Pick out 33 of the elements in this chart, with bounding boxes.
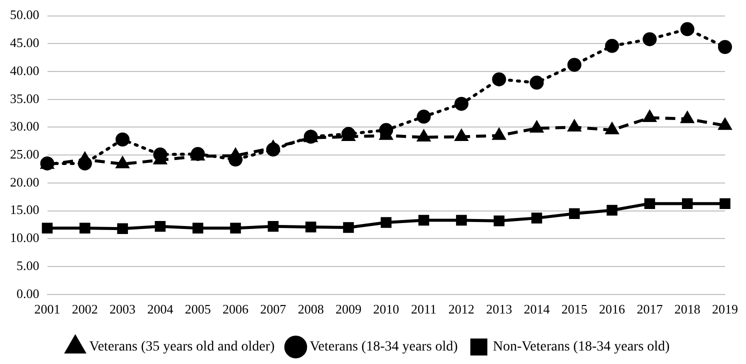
y-tick-label: 45.00 <box>10 35 40 50</box>
x-tick-label: 2003 <box>110 302 136 317</box>
y-tick-label: 0.00 <box>16 286 40 301</box>
x-tick-label: 2015 <box>561 302 588 317</box>
legend-label: Veterans (18-34 years old) <box>310 340 458 355</box>
x-tick-label: 2014 <box>524 302 550 317</box>
x-tick-label: 2018 <box>674 302 700 317</box>
x-tick-label: 2011 <box>411 302 437 317</box>
legend-label: Non-Veterans (18-34 years old) <box>492 340 670 355</box>
x-tick-label: 2008 <box>298 302 324 317</box>
x-tick-label: 2001 <box>34 302 60 317</box>
y-tick-label: 50.00 <box>10 7 40 22</box>
x-tick-label: 2017 <box>636 302 664 317</box>
y-tick-label: 10.00 <box>10 230 40 246</box>
x-tick-label: 2013 <box>486 302 512 317</box>
y-tick-label: 40.00 <box>10 62 40 78</box>
y-tick-label: 15.00 <box>10 202 40 218</box>
x-tick-label: 2006 <box>222 302 250 317</box>
x-tick-label: 2010 <box>373 302 400 317</box>
y-tick-label: 30.00 <box>10 118 40 134</box>
x-tick-label: 2009 <box>335 302 362 317</box>
x-tick-label: 2012 <box>448 302 474 317</box>
x-tick-label: 2005 <box>184 302 211 317</box>
y-tick-label: 20.00 <box>10 174 40 190</box>
legend-label: Veterans (35 years old and older) <box>89 340 276 355</box>
x-tick-label: 2016 <box>599 302 626 317</box>
x-tick-label: 2002 <box>72 302 98 317</box>
x-tick-label: 2007 <box>260 302 287 317</box>
x-tick-label: 2004 <box>147 302 174 317</box>
y-tick-label: 35.00 <box>10 90 40 106</box>
x-tick-label: 2019 <box>712 302 738 317</box>
y-tick-label: 25.00 <box>10 146 40 162</box>
y-tick-label: 5.00 <box>16 258 40 273</box>
